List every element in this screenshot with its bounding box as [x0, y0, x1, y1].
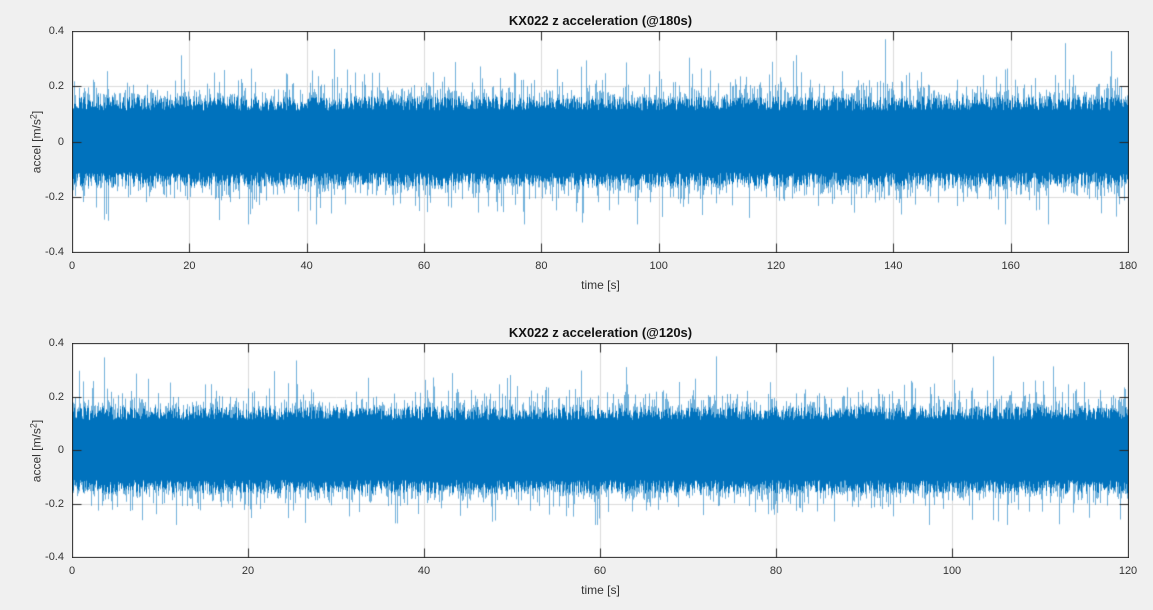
x-tick-label: 120 — [766, 260, 786, 272]
x-tick-label: 120 — [1118, 565, 1138, 577]
x-tick-label: 40 — [300, 260, 313, 272]
x-tick-label: 100 — [649, 260, 668, 272]
x-axis-label: time [s] — [581, 278, 620, 292]
y-tick-label: -0.4 — [45, 246, 64, 258]
plot-area-canvas — [72, 343, 1129, 558]
y-tick-label: 0.2 — [48, 80, 64, 93]
plot-title: KX022 z acceleration (@180s) — [508, 13, 693, 28]
x-tick-label: 0 — [68, 260, 76, 272]
plot-area-canvas — [72, 31, 1129, 253]
x-axis-label: time [s] — [581, 583, 620, 597]
x-tick-label: 80 — [769, 565, 783, 577]
x-tick-label: 20 — [241, 565, 255, 577]
y-tick-label: 0 — [57, 444, 64, 456]
plot-title: KX022 z acceleration (@120s) — [508, 325, 693, 340]
x-tick-label: 60 — [417, 260, 431, 272]
y-tick-label: 0.2 — [48, 390, 64, 403]
y-axis-label-superscript: 2 — [28, 422, 39, 428]
x-tick-label: 100 — [942, 565, 962, 577]
y-axis-label-close: ] — [29, 110, 44, 115]
y-tick-label: -0.2 — [45, 190, 64, 203]
x-tick-label: 140 — [884, 260, 903, 272]
y-tick-label: -0.2 — [45, 497, 64, 510]
y-axis-label-close: ] — [29, 419, 44, 423]
x-tick-label: 60 — [593, 565, 607, 577]
y-tick-label: 0 — [57, 135, 64, 148]
x-tick-label: 20 — [183, 260, 196, 272]
x-tick-label: 0 — [68, 565, 76, 577]
y-tick-label: 0.4 — [48, 337, 64, 349]
x-tick-label: 80 — [535, 260, 548, 272]
x-tick-label: 160 — [1001, 260, 1020, 272]
y-tick-label: 0.4 — [48, 25, 64, 37]
y-axis-label-superscript: 2 — [28, 114, 39, 120]
x-tick-label: 40 — [417, 565, 431, 577]
x-tick-label: 180 — [1118, 260, 1138, 272]
y-tick-label: -0.4 — [45, 551, 64, 563]
